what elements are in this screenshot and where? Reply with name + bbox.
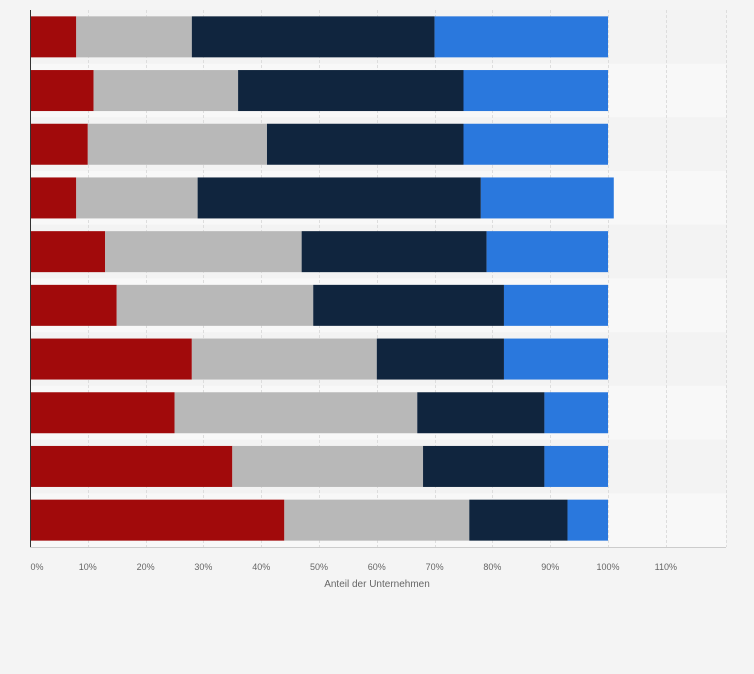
bars-group [30,16,614,541]
x-axis-title: Anteil der Unternehmen [324,579,430,590]
bar-segment [232,445,424,487]
bar-segment [105,231,302,273]
bar-segment [76,16,192,58]
bar-segment [301,231,487,273]
bar-segment [30,70,94,112]
bar-segment [30,123,88,165]
bar-segment [313,284,504,326]
bar-segment [116,284,314,326]
bar-segment [30,231,106,273]
bar-segment [469,499,568,541]
x-tick-label: 10% [79,562,97,572]
x-tick-label: 0% [30,562,43,572]
x-tick-label: 100% [596,562,619,572]
bar-segment [434,16,608,58]
x-tick-label: 30% [194,562,212,572]
bar-segment [284,499,470,541]
x-tick-label: 70% [426,562,444,572]
bar-segment [30,499,285,541]
bar-segment [30,445,233,487]
bar-segment [30,338,192,380]
bar-segment [503,284,608,326]
x-tick-label: 80% [483,562,501,572]
x-tick-label: 50% [310,562,328,572]
bar-segment [463,70,608,112]
bar-segment [423,445,545,487]
bar-segment [30,177,77,219]
bar-segment [567,499,608,541]
x-tick-label: 40% [252,562,270,572]
bar-segment [417,392,545,434]
bar-segment [191,338,377,380]
bar-segment [30,16,77,58]
bar-segment [376,338,504,380]
bar-segment [87,123,267,165]
bar-segment [76,177,198,219]
x-tick-label: 90% [541,562,559,572]
bar-segment [266,123,464,165]
x-tick-label: 60% [368,562,386,572]
bar-segment [544,392,608,434]
bar-segment [191,16,435,58]
bar-segment [93,70,239,112]
bar-segment [544,445,608,487]
x-tick-label: 110% [655,562,677,572]
bar-segment [197,177,481,219]
bar-segment [30,284,117,326]
bar-segment [463,123,608,165]
bar-segment [480,177,614,219]
bar-segment [503,338,608,380]
bar-segment [174,392,418,434]
x-tick-label: 20% [137,562,155,572]
x-axis: 0% 10% 20% 30% 40% 50% 60% 70% 80% 90% 100% 110% [30,10,726,572]
bar-segment [486,231,608,273]
bar-segment [30,392,175,434]
bar-segment [238,70,464,112]
